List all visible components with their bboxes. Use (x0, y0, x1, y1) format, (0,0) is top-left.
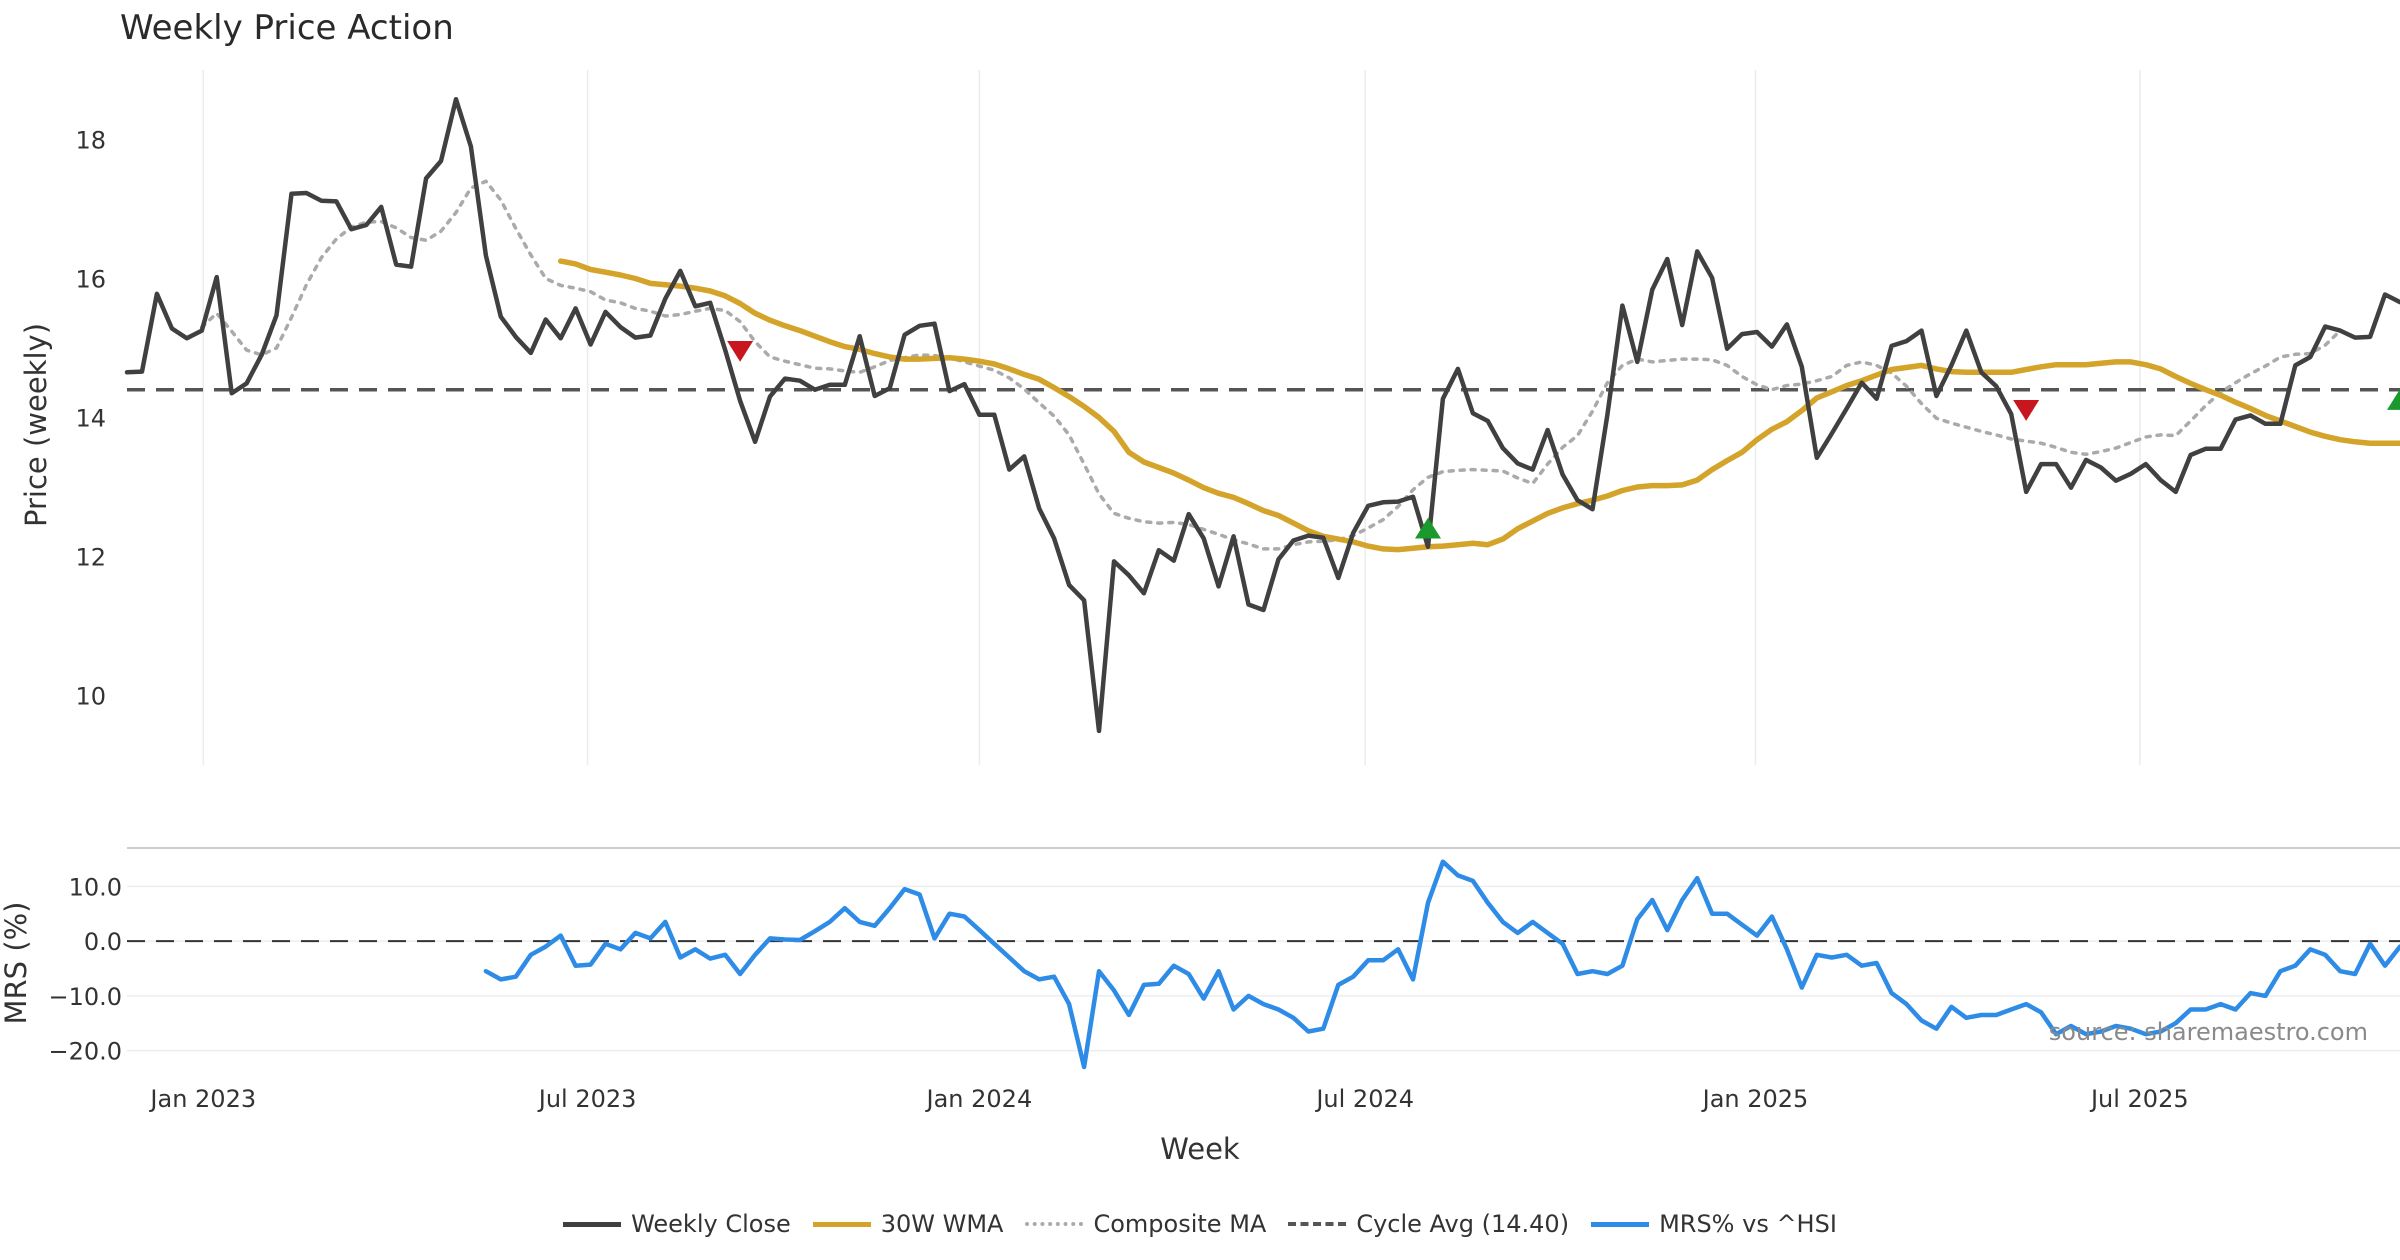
x-tick-label: Jul 2025 (2089, 1085, 2189, 1113)
mrs-y-axis-label: MRS (%) (0, 902, 33, 1025)
legend-swatch-30w-wma (812, 1221, 871, 1227)
legend-item-composite-ma: Composite MA (1025, 1210, 1266, 1238)
price-y-tick-label: 10 (75, 683, 106, 711)
source-note: source: sharemaestro.com (2048, 1018, 2368, 1046)
legend-swatch-mrs (1591, 1221, 1650, 1227)
legend-swatch-composite-ma (1025, 1222, 1084, 1226)
mrs-y-tick-label: −10.0 (48, 983, 122, 1011)
series-30w-wma (557, 258, 2400, 553)
legend-label: 30W WMA (880, 1210, 1004, 1238)
price-grid (202, 70, 2141, 765)
mrs-series (127, 859, 2400, 1070)
price-y-tick-label: 12 (75, 544, 106, 572)
mrs-y-tick-label: 10.0 (69, 873, 122, 901)
legend-item-weekly-close: Weekly Close (563, 1210, 791, 1238)
mrs-y-tick-label: −20.0 (48, 1038, 122, 1066)
legend-label: Cycle Avg (14.40) (1356, 1210, 1570, 1238)
y-tick-labels: 10 12 14 16 18 10.0 0.0 −10.0 −20.0 (48, 127, 122, 1066)
series-mrs-vs-hsi (483, 859, 2400, 1070)
legend: Weekly Close 30W WMA Composite MA Cycle … (0, 1210, 2400, 1238)
x-tick-label: Jul 2023 (537, 1085, 637, 1113)
sell-marker (727, 340, 754, 362)
legend-item-mrs: MRS% vs ^HSI (1591, 1210, 1837, 1238)
legend-label: Composite MA (1093, 1210, 1267, 1238)
price-series (124, 96, 2400, 734)
series-weekly-close (124, 96, 2400, 734)
price-y-tick-label: 16 (75, 266, 106, 294)
price-y-axis-label: Price (weekly) (19, 323, 53, 527)
legend-item-cycle-avg: Cycle Avg (14.40) (1288, 1210, 1569, 1238)
buy-marker (1414, 517, 1441, 539)
legend-swatch-weekly-close (563, 1221, 622, 1227)
buy-marker (2387, 389, 2400, 410)
series-composite-ma (200, 179, 2342, 551)
x-tick-label: Jan 2025 (1701, 1085, 1809, 1113)
legend-label: Weekly Close (631, 1210, 791, 1238)
x-tick-label: Jan 2024 (925, 1085, 1033, 1113)
legend-swatch-cycle-avg (1288, 1222, 1347, 1226)
legend-item-30w-wma: 30W WMA (812, 1210, 1004, 1238)
x-axis-label: Week (1160, 1132, 1240, 1166)
mrs-y-tick-label: 0.0 (84, 928, 122, 956)
x-tick-label: Jul 2024 (1314, 1085, 1414, 1113)
price-y-tick-label: 14 (75, 405, 106, 433)
chart-title: Weekly Price Action (120, 8, 454, 48)
sell-marker (2013, 400, 2040, 421)
x-tick-labels: Jan 2023 Jul 2023 Jan 2024 Jul 2024 Jan 2025… (148, 1085, 2188, 1113)
legend-label: MRS% vs ^HSI (1659, 1210, 1837, 1238)
x-tick-label: Jan 2023 (148, 1085, 256, 1113)
price-y-tick-label: 18 (75, 127, 106, 155)
signal-markers (727, 340, 2400, 539)
